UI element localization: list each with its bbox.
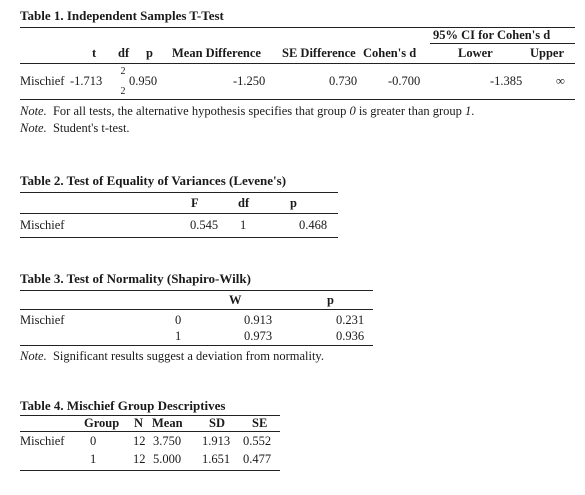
table-4-header-SD: SD [209, 416, 225, 430]
table-1-top-rule [20, 27, 575, 28]
table-1-header-mean-difference: Mean Difference [172, 46, 261, 60]
table-1-row-label: Mischief [20, 74, 65, 88]
note-text: is greater than group [355, 104, 466, 118]
note-text: Significant results suggest a deviation … [52, 349, 324, 363]
table-3-p-1: 0.936 [336, 329, 365, 343]
table-1-t-value: -1.713 [70, 74, 103, 88]
table-2-header-rule [20, 213, 338, 214]
table-4-N-0: 12 [133, 434, 146, 448]
table-3-title: Table 3. Test of Normality (Shapiro-Wilk… [20, 271, 251, 286]
table-2-header-df: df [238, 196, 250, 210]
table-3-p-0: 0.231 [336, 313, 365, 327]
note-lead: Note. [20, 121, 47, 135]
table-4-header-SE: SE [252, 416, 268, 430]
table-4-SE-1: 0.477 [243, 452, 272, 466]
table-4-header-rule [20, 431, 280, 432]
table-1-header-rule [20, 63, 575, 64]
table-1-ci-group-header: 95% CI for Cohen's d [433, 28, 551, 42]
table-1-title: Table 1. Independent Samples T-Test [20, 8, 224, 23]
table-1-lower-value: -1.385 [490, 74, 523, 88]
table-4: Table 4. Mischief Group Descriptives Gro… [20, 398, 290, 478]
table-2-title: Table 2. Test of Equality of Variances (… [20, 173, 287, 188]
table-1-header-t: t [92, 46, 97, 60]
table-1-header-cohens-d: Cohen's d [363, 46, 417, 60]
note-text: For all tests, the alternative hypothesi… [52, 104, 350, 118]
table-3: Table 3. Test of Normality (Shapiro-Wilk… [20, 271, 380, 371]
table-1-header-se-difference: SE Difference [282, 46, 356, 60]
table-4-header-mean: Mean [152, 416, 183, 430]
table-3-W-1: 0.973 [244, 329, 273, 343]
table-1-upper-value: ∞ [556, 74, 565, 88]
note-text: . [471, 104, 475, 118]
note-lead: Note. [20, 349, 47, 363]
table-3-note: Note. Significant results suggest a devi… [20, 349, 324, 364]
table-3-row-label: Mischief [20, 313, 65, 327]
table-3-header-W: W [229, 293, 242, 307]
table-2-header-p: p [290, 196, 297, 210]
note-group-0: 0 [349, 104, 356, 118]
table-2-row-label: Mischief [20, 218, 65, 232]
table-1-df-top: 2 [120, 66, 126, 77]
table-4-title: Table 4. Mischief Group Descriptives [20, 398, 226, 413]
table-2-F-value: 0.545 [190, 218, 219, 232]
table-4-mean-1: 5.000 [153, 452, 182, 466]
table-1-mean-difference-value: -1.250 [233, 74, 266, 88]
table-4-bottom-rule [20, 470, 280, 471]
table-4-top-rule [20, 415, 280, 416]
table-4-N-1: 12 [133, 452, 146, 466]
table-2-bottom-rule [20, 237, 338, 238]
table-3-W-0: 0.913 [244, 313, 273, 327]
table-1-note-2: Note. Student's t-test. [20, 121, 130, 136]
table-2-p-value: 0.468 [299, 218, 328, 232]
table-4-group-0: 0 [90, 434, 97, 448]
note-group-1: 1 [465, 104, 472, 118]
table-1-bottom-rule [20, 99, 575, 100]
table-4-mean-0: 3.750 [153, 434, 182, 448]
note-lead: Note. [20, 104, 47, 118]
table-4-SD-0: 1.913 [202, 434, 231, 448]
table-4-SE-0: 0.552 [243, 434, 272, 448]
table-3-bottom-rule [20, 345, 373, 346]
table-4-header-N: N [134, 416, 144, 430]
table-4-group-1: 1 [90, 452, 97, 466]
table-1-header-lower: Lower [458, 46, 493, 60]
table-1: Table 1. Independent Samples T-Test 95% … [20, 8, 575, 143]
table-4-header-group: Group [84, 416, 120, 430]
table-2-header-F: F [191, 196, 199, 210]
table-4-SD-1: 1.651 [202, 452, 231, 466]
table-1-ci-rule [430, 43, 575, 44]
table-3-header-rule [20, 309, 373, 310]
note-text: Student's t-test. [52, 121, 130, 135]
table-2-top-rule [20, 192, 338, 193]
table-1-cohens-d-value: -0.700 [388, 74, 421, 88]
table-1-se-difference-value: 0.730 [329, 74, 358, 88]
table-4-row-label: Mischief [20, 434, 65, 448]
table-1-p-value: 0.950 [129, 74, 158, 88]
table-3-header-p: p [327, 293, 334, 307]
table-1-header-upper: Upper [530, 46, 565, 60]
table-1-note-1: Note. For all tests, the alternative hyp… [20, 104, 474, 119]
table-3-group-1: 1 [175, 329, 182, 343]
table-1-header-df: df [118, 46, 130, 60]
table-2-df-value: 1 [240, 218, 247, 232]
table-1-header-p: p [146, 46, 153, 60]
table-1-df-bottom: 2 [120, 86, 126, 97]
table-3-group-0: 0 [175, 313, 182, 327]
table-3-top-rule [20, 290, 373, 291]
table-2: Table 2. Test of Equality of Variances (… [20, 173, 340, 243]
